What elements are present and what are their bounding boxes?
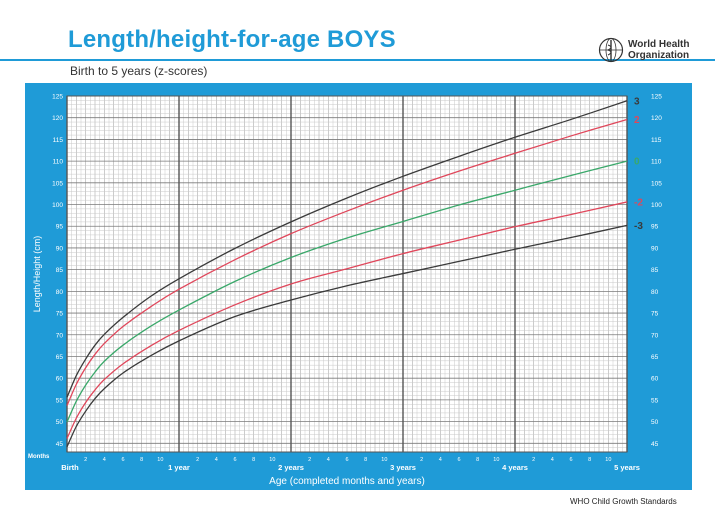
x-year-tick-label: 4 years <box>502 463 528 472</box>
series-labels: 3 2 0 -2 -3 <box>634 96 643 232</box>
y-tick-label-right: 105 <box>651 180 662 187</box>
series-label-z--2: -2 <box>634 197 643 208</box>
x-year-tick-label: Birth <box>61 463 79 472</box>
x-month-tick-label: 10 <box>493 457 499 463</box>
x-month-tick-label: 2 <box>196 457 199 463</box>
x-month-tick-label: 2 <box>308 457 311 463</box>
y-tick-label: 90 <box>56 245 64 252</box>
y-tick-label-right: 125 <box>651 94 662 101</box>
x-month-tick-label: 6 <box>121 457 124 463</box>
curve-z--3 <box>66 224 628 448</box>
x-month-tick-label: 4 <box>551 457 554 463</box>
y-tick-label-right: 75 <box>651 311 659 318</box>
y-tick-label-right: 55 <box>651 397 659 404</box>
y-tick-label: 50 <box>56 419 64 426</box>
series-label-z-2: 2 <box>634 115 640 126</box>
y-tick-label: 110 <box>53 159 64 166</box>
x-month-tick-label: 6 <box>569 457 572 463</box>
y-tick-label: 120 <box>52 115 63 122</box>
y-tick-label-right: 120 <box>651 115 662 122</box>
x-axis-label: Age (completed months and years) <box>269 476 425 487</box>
y-tick-label-right: 115 <box>651 137 662 144</box>
x-year-tick-label: 5 years <box>614 463 640 472</box>
x-month-tick-label: 4 <box>327 457 330 463</box>
x-year-tick-label: 3 years <box>390 463 416 472</box>
x-month-tick-label: 6 <box>233 457 236 463</box>
series-label-z--3: -3 <box>634 221 643 232</box>
title-underline <box>0 59 715 61</box>
x-month-tick-label: 4 <box>215 457 218 463</box>
curve-z--2 <box>66 201 628 439</box>
curve-z-0 <box>66 160 628 423</box>
y-axis-label: Length/Height (cm) <box>32 236 42 313</box>
x-year-tick-label: 1 year <box>168 463 190 472</box>
y-tick-label: 85 <box>56 267 64 274</box>
grid-minor <box>67 95 627 453</box>
x-month-tick-label: 2 <box>84 457 87 463</box>
chart-title: Length/height-for-age BOYS <box>68 26 396 53</box>
y-tick-label-right: 80 <box>651 289 659 296</box>
y-tick-label-right: 110 <box>651 159 662 166</box>
months-label: Months <box>28 454 50 460</box>
x-month-tick-label: 8 <box>252 457 255 463</box>
y-tick-label: 105 <box>52 180 63 187</box>
y-tick-label-right: 70 <box>651 332 659 339</box>
plot-border <box>66 95 628 453</box>
curve-z-2 <box>66 118 628 406</box>
series-label-z-3: 3 <box>634 96 640 107</box>
y-tick-label-right: 65 <box>651 354 659 361</box>
y-tick-label-right: 90 <box>651 245 659 252</box>
curve-z-3 <box>66 100 628 398</box>
x-month-tick-label: 10 <box>605 457 611 463</box>
z-score-curves <box>66 100 628 448</box>
y-tick-label: 70 <box>56 332 64 339</box>
y-tick-label: 100 <box>52 202 63 209</box>
chart-subtitle: Birth to 5 years (z-scores) <box>70 64 208 78</box>
footer-source: WHO Child Growth Standards <box>570 497 677 506</box>
y-tick-label: 65 <box>56 354 64 361</box>
x-month-tick-label: 2 <box>420 457 423 463</box>
x-month-tick-label: 6 <box>457 457 460 463</box>
y-tick-label-right: 100 <box>651 202 662 209</box>
who-logo: World Health Organization <box>598 37 689 63</box>
grid-major <box>66 95 628 453</box>
y-tick-label: 45 <box>56 441 64 448</box>
x-year-tick-label: 2 years <box>278 463 304 472</box>
y-axis-left-ticks: 45 50 55 60 65 70 75 80 85 90 95 100 105 110 115 120 125 <box>52 94 63 448</box>
who-wordmark: World Health Organization <box>628 39 690 61</box>
y-tick-label: 55 <box>56 397 64 404</box>
y-tick-label-right: 95 <box>651 224 659 231</box>
y-tick-label: 95 <box>56 224 64 231</box>
x-month-tick-label: 8 <box>140 457 143 463</box>
y-tick-label-right: 85 <box>651 267 659 274</box>
y-tick-label: 60 <box>56 376 64 383</box>
y-tick-label: 115 <box>53 137 64 144</box>
y-axis-right-ticks: 45 50 55 60 65 70 75 80 85 90 95 100 105 110 115 120 125 <box>651 94 662 448</box>
y-tick-label-right: 50 <box>651 419 659 426</box>
x-month-tick-label: 6 <box>345 457 348 463</box>
x-month-tick-label: 10 <box>157 457 163 463</box>
x-month-tick-label: 2 <box>532 457 535 463</box>
x-month-tick-label: 8 <box>588 457 591 463</box>
x-month-tick-label: 8 <box>364 457 367 463</box>
x-month-tick-label: 4 <box>439 457 442 463</box>
y-tick-label-right: 60 <box>651 376 659 383</box>
who-emblem-icon <box>598 37 624 63</box>
y-tick-label: 80 <box>56 289 64 296</box>
y-tick-label: 75 <box>56 311 64 318</box>
series-label-z-0: 0 <box>634 157 640 168</box>
y-tick-label: 125 <box>52 94 63 101</box>
x-month-tick-label: 10 <box>269 457 275 463</box>
x-axis-ticks: 2 4 6 8 10 2 4 6 8 10 2 4 6 8 10 2 4 6 8 10 2 4 6 8 10 Birth 1 yea… <box>61 457 640 472</box>
x-month-tick-label: 8 <box>476 457 479 463</box>
y-tick-label-right: 45 <box>651 441 659 448</box>
x-month-tick-label: 10 <box>381 457 387 463</box>
x-month-tick-label: 4 <box>103 457 106 463</box>
